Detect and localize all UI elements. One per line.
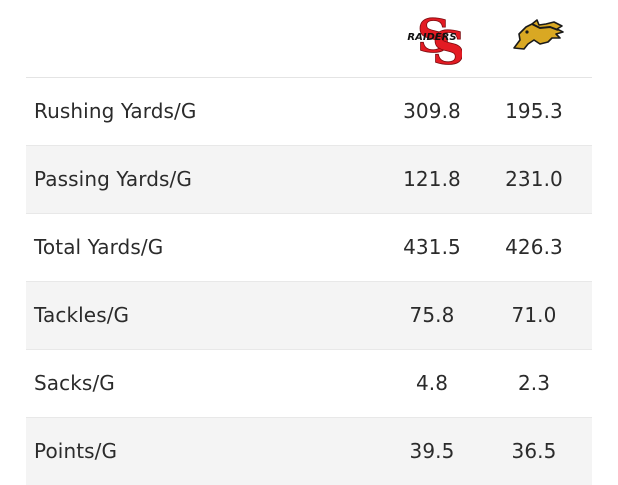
stat-label: Passing Yards/G <box>34 167 192 191</box>
teams-header: S S RAIDERS <box>26 0 592 78</box>
away-stat-value: 2.3 <box>517 371 551 395</box>
away-stat-value: 195.3 <box>505 99 563 123</box>
stat-row-tackles: Tackles/G 75.8 71.0 <box>26 282 592 350</box>
raiders-logo-text: RAIDERS <box>407 32 456 43</box>
stat-row-points: Points/G 39.5 36.5 <box>26 418 592 485</box>
home-stat-value: 75.8 <box>409 303 455 327</box>
home-stat-value: 309.8 <box>403 99 461 123</box>
raiders-ss-logo-icon: S S RAIDERS <box>402 6 462 66</box>
home-stat-value: 4.8 <box>415 371 449 395</box>
team-stats-comparison: S S RAIDERS Rushing Yards/G 309.8 195.3 … <box>26 0 592 485</box>
stat-row-rushing-yards: Rushing Yards/G 309.8 195.3 <box>26 78 592 146</box>
stat-row-sacks: Sacks/G 4.8 2.3 <box>26 350 592 418</box>
svg-text:S: S <box>432 21 462 66</box>
stat-row-total-yards: Total Yards/G 431.5 426.3 <box>26 214 592 282</box>
stat-row-passing-yards: Passing Yards/G 121.8 231.0 <box>26 146 592 214</box>
stat-label: Total Yards/G <box>34 235 164 259</box>
stat-label: Rushing Yards/G <box>34 99 197 123</box>
stat-label: Tackles/G <box>34 303 130 327</box>
away-stat-value: 231.0 <box>505 167 563 191</box>
stat-label: Points/G <box>34 439 118 463</box>
stat-label: Sacks/G <box>34 371 115 395</box>
away-stat-value: 426.3 <box>505 235 563 259</box>
home-stat-value: 121.8 <box>403 167 461 191</box>
home-stat-value: 431.5 <box>403 235 461 259</box>
svg-text:S: S <box>417 9 450 63</box>
away-stat-value: 71.0 <box>511 303 557 327</box>
home-stat-value: 39.5 <box>409 439 455 463</box>
mustang-horse-logo-icon <box>508 6 568 66</box>
away-stat-value: 36.5 <box>511 439 557 463</box>
